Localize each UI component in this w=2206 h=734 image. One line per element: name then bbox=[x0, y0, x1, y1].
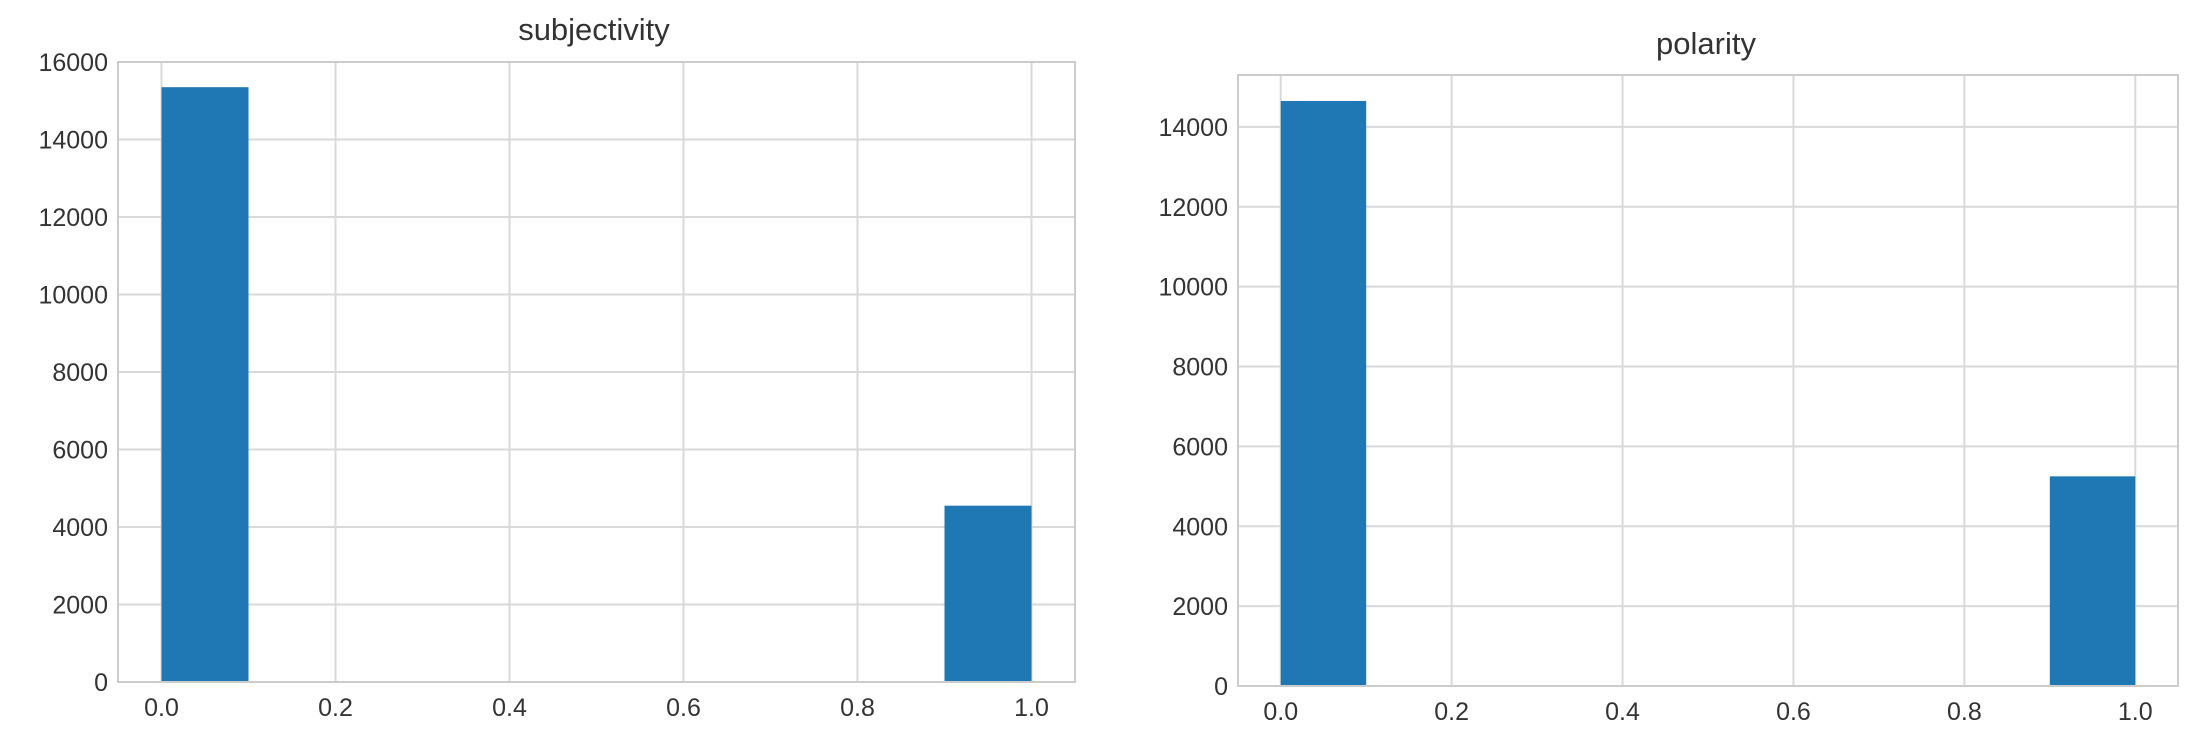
x-tick-label: 0.6 bbox=[666, 694, 701, 722]
y-tick-label: 16000 bbox=[38, 49, 108, 77]
y-tick-label: 14000 bbox=[38, 127, 108, 155]
x-tick-label: 0.0 bbox=[1263, 698, 1298, 726]
y-tick-label: 2000 bbox=[1172, 593, 1228, 621]
x-tick-label: 1.0 bbox=[1014, 694, 1049, 722]
histogram-bar bbox=[2049, 476, 2136, 686]
x-tick-label: 0.2 bbox=[318, 694, 353, 722]
x-tick-label: 0.8 bbox=[1947, 698, 1982, 726]
chart-title: subjectivity bbox=[518, 12, 670, 47]
plot-area-frame bbox=[117, 61, 1076, 683]
y-tick-label: 14000 bbox=[1158, 114, 1228, 142]
subjectivity-histogram: subjectivity 0.0 0.2 0.4 0.6 0.8 1.0 0 2000 4000… bbox=[38, 12, 1076, 722]
y-tick-label: 10000 bbox=[1158, 274, 1228, 302]
y-tick-label: 12000 bbox=[1158, 194, 1228, 222]
x-tick-label: 0.0 bbox=[144, 694, 179, 722]
x-tick-label: 0.6 bbox=[1776, 698, 1811, 726]
y-tick-label: 8000 bbox=[1172, 354, 1228, 382]
y-tick-label: 6000 bbox=[52, 437, 108, 465]
histogram-bar bbox=[944, 505, 1032, 682]
x-tick-label: 0.4 bbox=[492, 694, 527, 722]
x-tick-label: 1.0 bbox=[2118, 698, 2153, 726]
polarity-histogram: polarity 0.0 0.2 0.4 0.6 0.8 1.0 0 2000 4000 6000… bbox=[1158, 26, 2179, 726]
histogram-bar bbox=[161, 87, 249, 682]
y-tick-label: 6000 bbox=[1172, 433, 1228, 461]
y-tick-label: 0 bbox=[94, 669, 108, 697]
plot-area-frame bbox=[1237, 74, 2179, 687]
y-tick-label: 12000 bbox=[38, 204, 108, 232]
x-tick-label: 0.4 bbox=[1605, 698, 1640, 726]
y-tick-label: 2000 bbox=[52, 592, 108, 620]
x-tick-label: 0.8 bbox=[840, 694, 875, 722]
y-tick-label: 8000 bbox=[52, 359, 108, 387]
y-tick-label: 10000 bbox=[38, 282, 108, 310]
x-tick-label: 0.2 bbox=[1434, 698, 1469, 726]
histogram-bar bbox=[1280, 100, 1367, 686]
y-tick-label: 0 bbox=[1214, 673, 1228, 701]
y-tick-label: 4000 bbox=[52, 514, 108, 542]
y-tick-label: 4000 bbox=[1172, 513, 1228, 541]
chart-title: polarity bbox=[1656, 26, 1756, 61]
